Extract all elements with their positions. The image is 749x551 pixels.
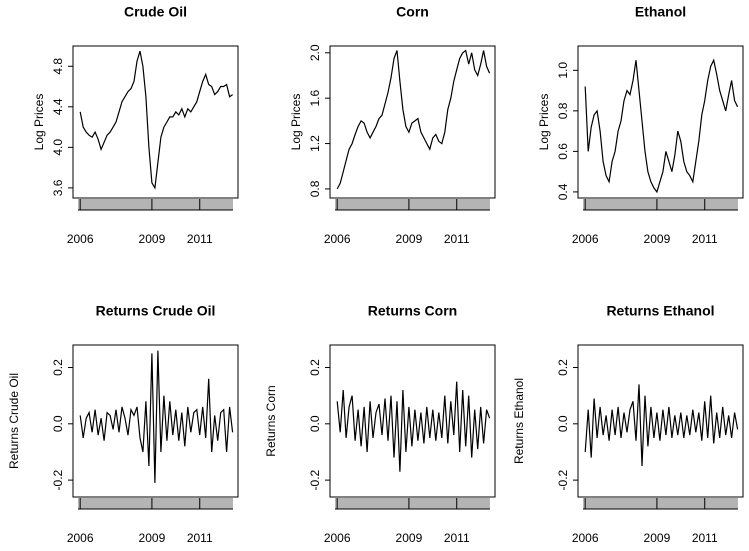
y-tick-label: 0.2 xyxy=(556,359,570,376)
x-tick-label: 2009 xyxy=(644,232,671,246)
line xyxy=(584,58,739,194)
plot-frame xyxy=(72,344,239,498)
x-tick-label: 2006 xyxy=(67,232,94,246)
panel-title: Crude Oil xyxy=(124,4,187,20)
panel-title: Ethanol xyxy=(635,4,686,20)
plot-frame xyxy=(72,45,239,199)
axis-band xyxy=(583,199,738,210)
x-tick-label: 2009 xyxy=(644,531,671,545)
x-tick-label: 2006 xyxy=(324,531,351,545)
y-tick-label: 0.0 xyxy=(51,415,65,432)
y-tick-label: 0.4 xyxy=(556,183,570,200)
y-tick-label: 0.8 xyxy=(308,180,322,197)
y-tick-label: 0.6 xyxy=(556,143,570,160)
y-tick-label: 2.0 xyxy=(308,44,322,61)
y-tick-label: 1.2 xyxy=(308,135,322,152)
panel-title: Returns Ethanol xyxy=(606,303,714,319)
x-tick-label: 2006 xyxy=(324,232,351,246)
line xyxy=(336,381,491,472)
y-axis-label: Log Prices xyxy=(289,94,303,151)
y-tick-label: 0.8 xyxy=(556,102,570,119)
line xyxy=(79,50,233,190)
x-tick-label: 2011 xyxy=(444,232,470,246)
y-tick-label: -0.2 xyxy=(308,469,322,490)
y-tick-label: 0.0 xyxy=(556,415,570,432)
axis-band xyxy=(335,498,490,509)
x-tick-label: 2009 xyxy=(396,531,423,545)
x-tick-label: 2011 xyxy=(187,232,213,246)
plot-frame xyxy=(329,344,496,498)
panel-title: Returns Corn xyxy=(368,303,457,319)
y-tick-label: 1.6 xyxy=(308,90,322,107)
x-tick-label: 2011 xyxy=(692,232,718,246)
axis-band xyxy=(78,199,233,210)
panel-title: Corn xyxy=(396,4,429,20)
axis-band xyxy=(78,498,233,509)
x-tick-label: 2009 xyxy=(139,232,166,246)
y-axis-label: Returns Corn xyxy=(264,385,278,456)
plot-frame xyxy=(577,344,744,498)
y-tick-label: 0.2 xyxy=(308,359,322,376)
y-tick-label: -0.2 xyxy=(556,469,570,490)
y-axis-label: Returns Ethanol xyxy=(512,378,526,464)
line xyxy=(79,350,234,483)
x-tick-label: 2011 xyxy=(692,531,718,545)
y-tick-label: 4.8 xyxy=(51,58,65,75)
plot-frame xyxy=(577,45,744,199)
y-axis-label: Log Prices xyxy=(32,94,46,151)
y-axis-label: Log Prices xyxy=(537,94,551,151)
axis-band xyxy=(335,199,490,210)
x-tick-label: 2011 xyxy=(187,531,213,545)
line xyxy=(336,49,491,190)
x-tick-label: 2006 xyxy=(67,531,94,545)
y-tick-label: 3.6 xyxy=(51,179,65,196)
x-tick-label: 2011 xyxy=(444,531,470,545)
y-axis-label: Returns Crude Oil xyxy=(7,373,21,469)
y-tick-label: -0.2 xyxy=(51,469,65,490)
x-tick-label: 2006 xyxy=(572,232,599,246)
x-tick-label: 2006 xyxy=(572,531,599,545)
line xyxy=(584,384,739,467)
y-tick-label: 0.0 xyxy=(308,415,322,432)
plot-frame xyxy=(329,45,496,199)
x-tick-label: 2009 xyxy=(139,531,166,545)
y-tick-label: 4.0 xyxy=(51,139,65,156)
axis-band xyxy=(583,498,738,509)
panel-title: Returns Crude Oil xyxy=(96,303,216,319)
y-tick-label: 0.2 xyxy=(51,359,65,376)
y-tick-label: 1.0 xyxy=(556,62,570,79)
y-tick-label: 4.4 xyxy=(51,98,65,115)
x-tick-label: 2009 xyxy=(396,232,423,246)
